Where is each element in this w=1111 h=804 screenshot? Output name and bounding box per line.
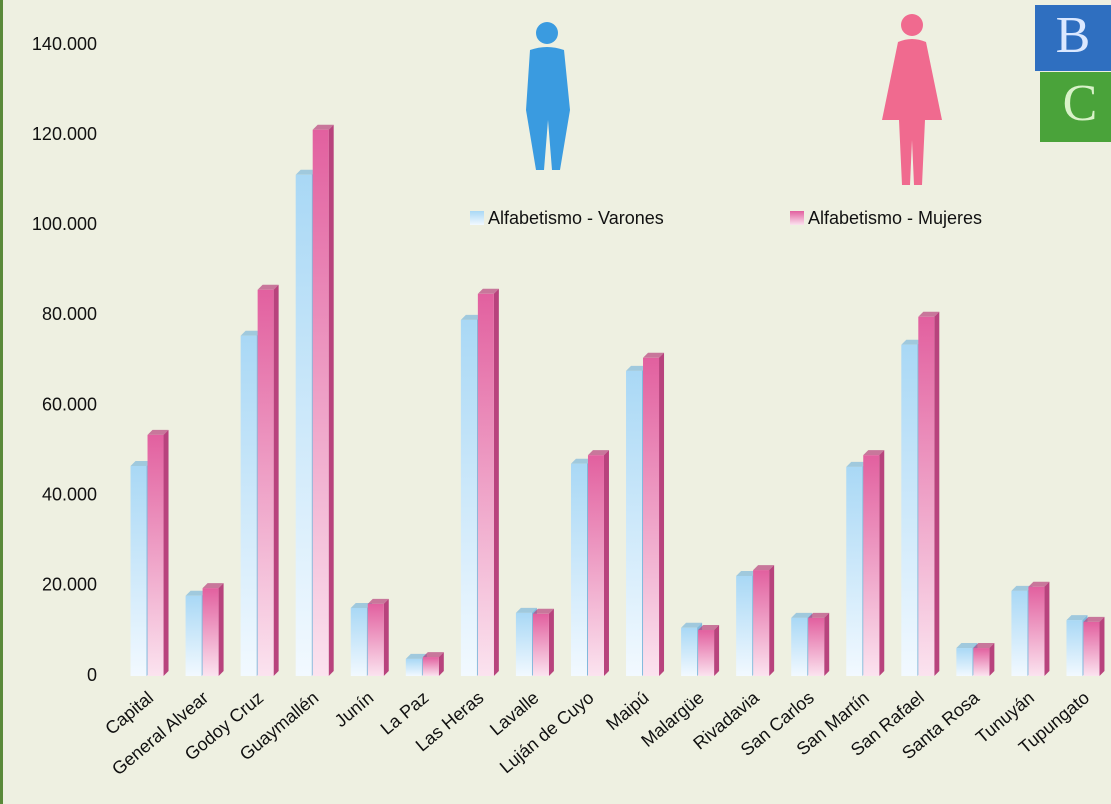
legend-label: Alfabetismo - Mujeres xyxy=(808,208,982,228)
bar-side xyxy=(659,353,664,676)
svg-text:C: C xyxy=(1063,75,1098,132)
bar xyxy=(918,317,934,676)
bar xyxy=(313,130,329,676)
bar xyxy=(1066,620,1082,676)
bar xyxy=(736,576,752,676)
bar xyxy=(203,588,219,676)
bar xyxy=(753,570,769,676)
y-tick-label: 60.000 xyxy=(42,394,97,414)
bar xyxy=(901,345,917,676)
bar-side xyxy=(989,643,994,676)
bar xyxy=(643,358,659,676)
bar xyxy=(516,613,532,676)
bar xyxy=(588,455,604,676)
bar-side xyxy=(934,312,939,676)
bar xyxy=(148,435,164,676)
bar xyxy=(846,467,862,676)
bar xyxy=(186,596,202,676)
bar-side xyxy=(219,583,224,676)
y-tick-label: 120.000 xyxy=(32,124,97,144)
bar-side xyxy=(1044,582,1049,676)
bar xyxy=(571,464,587,676)
bar-side xyxy=(714,625,719,676)
bar-side xyxy=(329,125,334,676)
bar xyxy=(241,336,257,676)
bar-side xyxy=(494,289,499,676)
bar-side xyxy=(604,450,609,676)
chart: B C 0 20.000 40.000 60.000 80.000 100.000 120.… xyxy=(0,0,1111,804)
bar xyxy=(1028,587,1044,676)
y-tick-label: 0 xyxy=(87,665,97,685)
bar xyxy=(351,608,367,676)
legend-swatch xyxy=(470,211,484,225)
legend-label: Alfabetismo - Varones xyxy=(488,208,664,228)
bar-side xyxy=(164,430,169,676)
bar xyxy=(296,175,312,676)
bar xyxy=(791,618,807,676)
bar xyxy=(533,614,549,676)
y-tick-label: 80.000 xyxy=(42,304,97,324)
bar-side xyxy=(769,565,774,676)
bar xyxy=(808,618,824,676)
bar xyxy=(973,648,989,676)
svg-text:B: B xyxy=(1056,7,1091,64)
y-tick-label: 140.000 xyxy=(32,34,97,54)
bar xyxy=(406,659,422,676)
bar xyxy=(698,630,714,676)
border xyxy=(0,0,3,804)
bar xyxy=(626,371,642,676)
bar-side xyxy=(384,599,389,676)
page: B C 0 20.000 40.000 60.000 80.000 100.000 120.… xyxy=(0,0,1111,804)
bar xyxy=(1011,591,1027,676)
bar-side xyxy=(1099,617,1104,676)
bar xyxy=(131,466,147,676)
bar xyxy=(863,455,879,676)
bar-side xyxy=(549,609,554,676)
bar xyxy=(478,294,494,676)
bar xyxy=(1083,622,1099,676)
bar xyxy=(258,290,274,676)
y-tick-label: 100.000 xyxy=(32,214,97,234)
bar xyxy=(423,657,439,676)
bar xyxy=(956,648,972,676)
bar xyxy=(681,628,697,676)
y-tick-label: 20.000 xyxy=(42,575,97,595)
bar-side xyxy=(824,613,829,676)
abc-blocks: B C xyxy=(1035,5,1111,142)
legend-swatch xyxy=(790,211,804,225)
bar xyxy=(368,604,384,676)
bar-side xyxy=(274,285,279,676)
bar-side xyxy=(879,450,884,676)
y-tick-label: 40.000 xyxy=(42,484,97,504)
bar xyxy=(461,320,477,676)
